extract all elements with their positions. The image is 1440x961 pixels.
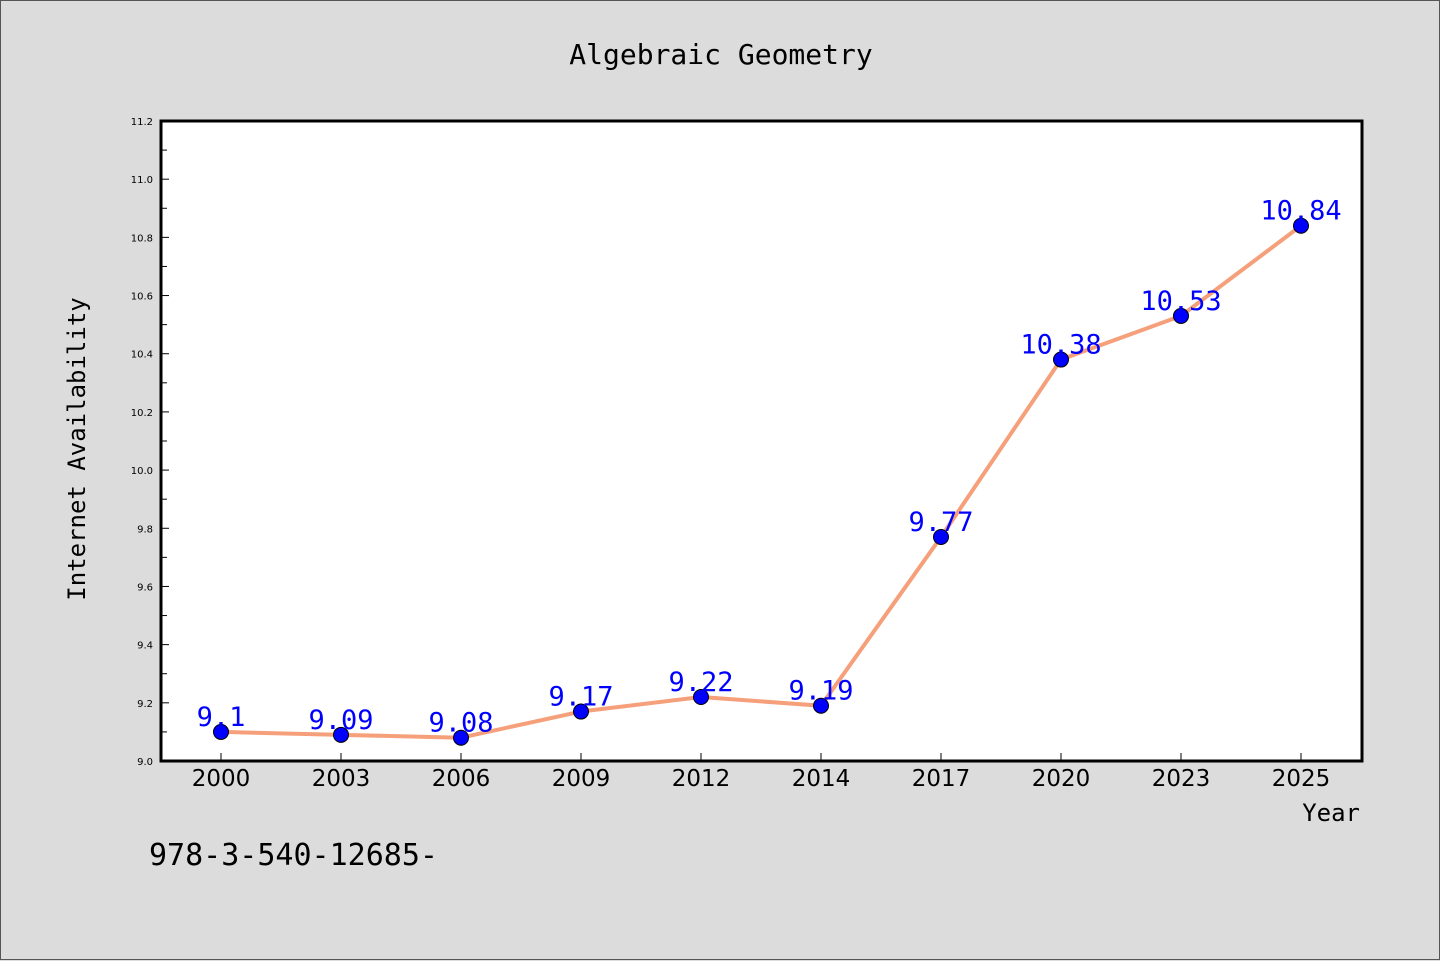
data-point	[813, 697, 829, 714]
y-axis-label: Internet Availability	[63, 297, 91, 600]
data-point	[213, 723, 229, 740]
data-label: 9.1	[197, 702, 246, 733]
y-tick-label: 9.4	[137, 641, 153, 652]
data-label: 9.17	[548, 682, 613, 713]
y-tick-label: 10.6	[131, 292, 153, 303]
y-axis: 9.0 9.2 9.4 9.6 9.8 10.0 10.2 10.4 10.6 10.8 11.0 1…	[131, 117, 169, 768]
y-tick-label: 10.8	[131, 233, 153, 244]
series-line	[220, 224, 1303, 740]
x-tick-label: 2014	[792, 766, 851, 792]
x-tick-label: 2025	[1272, 766, 1331, 792]
chart-title: Algebraic Geometry	[569, 38, 872, 71]
series-layer: 9.1 9.09 9.08 9.17 9.22 9.19 9.77 10.38 10.53 10.…	[197, 196, 1342, 746]
data-point	[1173, 307, 1189, 324]
x-tick-label: 2023	[1152, 766, 1211, 792]
plot-area	[159, 119, 1364, 763]
data-label: 9.22	[668, 667, 733, 698]
data-label: 10.84	[1260, 196, 1341, 227]
data-label: 9.09	[308, 705, 373, 736]
data-label: 9.19	[788, 676, 853, 707]
footer-isbn-text: 978-3-540-12685-	[149, 838, 438, 873]
data-point	[1053, 351, 1069, 368]
data-label: 9.08	[428, 708, 493, 739]
data-label: 9.77	[908, 507, 973, 538]
y-tick-label: 10.2	[131, 408, 153, 419]
x-axis: 2000 2003 2006 2009 2012 2014 2017 2020 2023 2025	[192, 753, 1331, 792]
data-point	[693, 689, 709, 705]
x-tick-label: 2006	[432, 766, 491, 792]
y-tick-label: 10.4	[131, 350, 153, 361]
x-tick-label: 2012	[672, 766, 731, 792]
x-tick-label: 2017	[912, 766, 971, 792]
y-tick-label: 11.2	[131, 117, 153, 128]
x-tick-label: 2009	[552, 766, 611, 792]
y-tick-label: 9.6	[137, 582, 153, 593]
data-point	[933, 529, 949, 545]
y-tick-label: 11.0	[131, 175, 153, 186]
y-tick-label: 9.0	[137, 757, 153, 768]
y-tick-label: 9.2	[137, 699, 153, 710]
data-label: 10.38	[1020, 330, 1101, 361]
data-point	[1293, 217, 1309, 234]
x-axis-label: Year	[1302, 799, 1360, 827]
y-tick-label: 9.8	[137, 524, 153, 535]
y-tick-label: 10.0	[131, 466, 153, 477]
data-point	[453, 729, 469, 746]
x-tick-label: 2020	[1032, 766, 1091, 792]
x-tick-label: 2003	[312, 766, 371, 792]
data-point	[573, 703, 589, 720]
x-tick-label: 2000	[192, 766, 251, 792]
data-point	[333, 726, 349, 743]
data-label: 10.53	[1140, 286, 1221, 317]
